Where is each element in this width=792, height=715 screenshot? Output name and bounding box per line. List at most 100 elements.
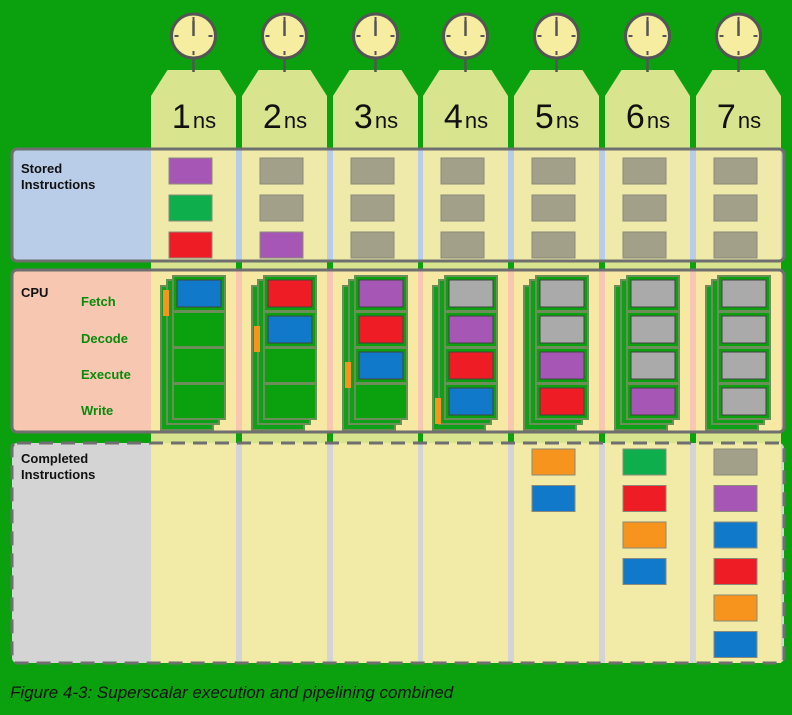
incoming-instruction-marker xyxy=(435,398,441,424)
stored-instruction-block xyxy=(259,231,304,259)
completed-instructions-label: Completed Instructions xyxy=(21,451,96,482)
clock-icon xyxy=(715,12,762,72)
cpu-stage-instruction xyxy=(267,279,313,308)
cpu-label: CPU xyxy=(21,285,49,300)
time-number: 2 xyxy=(262,98,282,136)
cpu-stage-instruction xyxy=(721,387,767,416)
cpu-stage-instruction xyxy=(721,279,767,308)
stored-instruction-block xyxy=(350,194,395,222)
cpu-stage-instruction xyxy=(539,351,585,380)
stored-panel-border xyxy=(10,147,786,263)
cpu-stage-instruction xyxy=(448,315,494,344)
cpu-stage-instruction xyxy=(630,387,676,416)
completed-instruction-block xyxy=(622,485,667,512)
cpu-stage-instruction xyxy=(539,315,585,344)
stored-instruction-block xyxy=(168,231,213,259)
completed-instruction-block xyxy=(713,594,758,622)
cpu-stage-instruction xyxy=(448,351,494,380)
time-unit: ns xyxy=(737,108,762,133)
time-unit: ns xyxy=(464,108,489,133)
cpu-stage-instruction xyxy=(448,387,494,416)
stored-instruction-block xyxy=(622,194,667,222)
time-unit: ns xyxy=(646,108,671,133)
time-label-3: 3ns xyxy=(331,98,421,137)
stored-instruction-block xyxy=(622,231,667,259)
stage-label-execute: Execute xyxy=(81,367,131,382)
time-unit: ns xyxy=(555,108,580,133)
cpu-pipeline-slot xyxy=(172,383,226,420)
cpu-stage-instruction xyxy=(539,279,585,308)
cpu-pipeline-slot xyxy=(172,311,226,348)
stored-instruction-block xyxy=(350,231,395,259)
cpu-stage-instruction xyxy=(267,315,313,344)
stored-instruction-block xyxy=(259,157,304,185)
time-number: 1 xyxy=(171,98,191,136)
stored-instruction-block xyxy=(531,157,576,185)
completed-instruction-block xyxy=(531,485,576,512)
stored-instruction-block xyxy=(168,194,213,222)
stored-instruction-block xyxy=(713,194,758,222)
stored-instruction-block xyxy=(713,231,758,259)
time-unit: ns xyxy=(374,108,399,133)
clock-icon xyxy=(261,12,308,72)
stored-instruction-block xyxy=(622,157,667,185)
clock-icon xyxy=(533,12,580,72)
clock-icon xyxy=(442,12,489,72)
time-number: 3 xyxy=(353,98,373,136)
stage-label-write: Write xyxy=(81,403,114,418)
figure-caption: Figure 4-3: Superscalar execution and pi… xyxy=(10,683,454,702)
cpu-stage-instruction xyxy=(630,351,676,380)
stage-label-fetch: Fetch xyxy=(81,294,116,309)
cpu-stage-instruction xyxy=(721,351,767,380)
completed-instruction-block xyxy=(713,558,758,585)
incoming-instruction-marker xyxy=(345,362,351,388)
completed-instruction-block xyxy=(531,448,576,476)
stored-instruction-block xyxy=(168,157,213,185)
stored-instruction-block xyxy=(440,231,485,259)
cpu-pipeline-slot xyxy=(263,347,317,384)
time-number: 4 xyxy=(443,98,463,136)
stored-instruction-block xyxy=(259,194,304,222)
completed-instruction-block xyxy=(622,558,667,585)
cpu-stage-instruction xyxy=(176,279,222,308)
cpu-pipeline-slot xyxy=(354,383,408,420)
stage-label-decode: Decode xyxy=(81,331,128,346)
incoming-instruction-marker xyxy=(163,290,169,316)
clock-icon xyxy=(624,12,671,72)
cpu-stage-instruction xyxy=(721,315,767,344)
completed-panel-border xyxy=(10,441,786,665)
stored-instruction-block xyxy=(531,194,576,222)
cpu-pipeline-slot xyxy=(172,347,226,384)
cpu-stage-instruction xyxy=(448,279,494,308)
time-label-7: 7ns xyxy=(694,98,784,137)
completed-instruction-block xyxy=(713,448,758,476)
completed-instruction-block xyxy=(713,485,758,512)
stored-instruction-block xyxy=(531,231,576,259)
cpu-stage-instruction xyxy=(630,279,676,308)
cpu-stage-instruction xyxy=(358,315,404,344)
time-unit: ns xyxy=(192,108,217,133)
time-number: 5 xyxy=(534,98,554,136)
stored-instruction-block xyxy=(350,157,395,185)
completed-instruction-block xyxy=(713,521,758,549)
cpu-panel-border xyxy=(10,268,786,434)
clock-icon xyxy=(352,12,399,72)
stored-instruction-block xyxy=(440,194,485,222)
stored-instruction-block xyxy=(713,157,758,185)
time-number: 6 xyxy=(625,98,645,136)
cpu-stage-instruction xyxy=(358,351,404,380)
stored-instructions-label: Stored Instructions xyxy=(21,161,96,192)
time-unit: ns xyxy=(283,108,308,133)
time-label-4: 4ns xyxy=(421,98,511,137)
time-number: 7 xyxy=(716,98,736,136)
cpu-stage-instruction xyxy=(539,387,585,416)
time-label-5: 5ns xyxy=(512,98,602,137)
cpu-stage-instruction xyxy=(358,279,404,308)
time-label-6: 6ns xyxy=(603,98,693,137)
completed-instruction-block xyxy=(713,631,758,658)
time-label-1: 1ns xyxy=(149,98,239,137)
cpu-pipeline-slot xyxy=(263,383,317,420)
cpu-stage-instruction xyxy=(630,315,676,344)
stored-instruction-block xyxy=(440,157,485,185)
